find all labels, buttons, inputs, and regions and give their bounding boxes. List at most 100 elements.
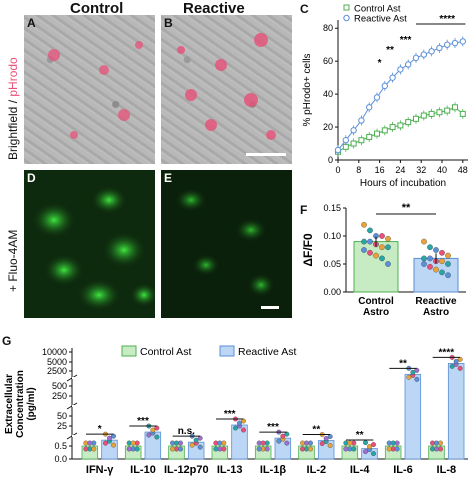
g-category-label: IL-8 xyxy=(437,464,457,476)
g-ylabel: Concentration xyxy=(15,370,26,438)
f-point-0 xyxy=(361,238,367,245)
g-point-1 xyxy=(457,365,463,371)
panel-letter-a: A xyxy=(27,16,36,30)
g-ytick-label: 5000 xyxy=(47,357,67,367)
f-point-0 xyxy=(385,235,391,242)
chart-c: 0 20 40 60 80 0 8 16 24 32 40 48 Hours of incubation… xyxy=(302,4,468,189)
g-category-label: IFN-γ xyxy=(86,464,114,476)
g-point-1 xyxy=(410,369,416,375)
g-ytick-label: 25 xyxy=(57,421,67,431)
c-point-0 xyxy=(428,110,435,117)
g-significance: ** xyxy=(312,425,320,436)
g-significance: *** xyxy=(137,416,149,427)
g-bar-1 xyxy=(404,373,422,460)
g-point-0 xyxy=(300,446,305,452)
g-point-1 xyxy=(103,440,108,446)
g-point-1 xyxy=(367,444,372,450)
g-point-1 xyxy=(414,367,420,373)
f-point-1 xyxy=(421,261,427,267)
chart-f: 0.000.050.100.15ΔF/F0ControlAstroReactiv… xyxy=(301,202,466,318)
g-point-0 xyxy=(308,446,313,452)
g-significance: ** xyxy=(356,430,364,441)
g-legend-label-0: Control Ast xyxy=(140,346,191,358)
g-point-0 xyxy=(91,446,97,452)
f-ylabel: ΔF/F0 xyxy=(301,233,315,267)
title-control: Control xyxy=(70,0,124,17)
panel-letter-b: B xyxy=(164,16,173,30)
c-ytick-label: 20 xyxy=(323,122,333,132)
panel-letter-d: D xyxy=(27,171,36,185)
g-point-0 xyxy=(256,446,262,452)
g-point-0 xyxy=(264,446,270,452)
g-point-1 xyxy=(111,433,116,439)
g-point-0 xyxy=(83,446,89,452)
f-bar-0 xyxy=(353,241,399,293)
g-legend-swatch-1 xyxy=(219,345,235,357)
g-point-1 xyxy=(150,427,156,433)
g-ylabel: (pg/ml) xyxy=(26,387,37,420)
c-legend-marker-1 xyxy=(343,14,350,22)
c-point-1 xyxy=(397,66,404,73)
g-point-1 xyxy=(107,435,112,441)
c-point-1 xyxy=(381,82,389,90)
c-point-1 xyxy=(373,94,381,101)
g-point-1 xyxy=(371,442,376,448)
g-point-0 xyxy=(390,440,396,446)
g-point-0 xyxy=(343,446,349,452)
g-point-0 xyxy=(347,440,353,446)
c-xtick-label: 32 xyxy=(416,165,426,175)
f-point-0 xyxy=(367,249,373,256)
f-point-0 xyxy=(379,233,385,239)
g-point-1 xyxy=(327,434,333,439)
f-significance: ** xyxy=(402,202,411,214)
c-legend-marker-0 xyxy=(343,4,350,11)
panel-letter-e: E xyxy=(164,171,173,185)
c-point-1 xyxy=(436,44,443,52)
g-category-label: IL-1β xyxy=(260,464,287,476)
g-significance: n.s. xyxy=(178,426,195,437)
g-bar-1 xyxy=(447,362,465,460)
f-point-0 xyxy=(379,244,385,251)
c-point-1 xyxy=(428,48,435,55)
f-point-1 xyxy=(439,269,445,276)
f-point-0 xyxy=(367,238,373,245)
g-point-1 xyxy=(233,425,238,431)
panel-letter-g: G xyxy=(2,334,12,348)
c-significance: **** xyxy=(439,14,455,25)
g-point-0 xyxy=(438,446,443,452)
micrograph-b-cells xyxy=(177,33,286,156)
f-point-1 xyxy=(439,258,445,265)
g-point-0 xyxy=(430,446,435,452)
micrograph-d-cells xyxy=(32,186,155,311)
g-point-0 xyxy=(213,446,219,452)
g-point-1 xyxy=(237,420,242,426)
row-label-fluo: + Fluo-4AM xyxy=(6,229,20,292)
g-category-label: IL-6 xyxy=(393,464,413,476)
c-ytick-label: 80 xyxy=(323,23,333,33)
c-point-1 xyxy=(444,41,451,48)
c-series-line-1 xyxy=(337,40,463,151)
g-point-0 xyxy=(178,446,183,452)
f-point-0 xyxy=(373,252,379,259)
f-category-label-0: Control xyxy=(358,296,394,307)
c-point-0 xyxy=(389,124,396,131)
g-point-1 xyxy=(453,358,459,364)
micrograph-b xyxy=(161,15,292,164)
c-point-0 xyxy=(405,119,412,126)
c-point-1 xyxy=(334,146,342,154)
f-point-0 xyxy=(361,221,367,228)
c-xtick-label: 40 xyxy=(437,165,447,175)
c-point-0 xyxy=(436,109,443,116)
f-point-1 xyxy=(421,238,427,245)
g-ytick-label: 0.5 xyxy=(54,441,67,451)
g-point-0 xyxy=(304,440,309,446)
g-point-0 xyxy=(126,446,132,452)
micrograph-e-cells xyxy=(175,188,279,309)
g-point-0 xyxy=(217,440,223,446)
g-point-1 xyxy=(111,442,116,448)
g-point-1 xyxy=(449,363,455,369)
g-point-1 xyxy=(146,432,152,438)
f-point-1 xyxy=(445,252,451,259)
f-point-0 xyxy=(385,244,391,251)
f-point-1 xyxy=(433,247,439,253)
